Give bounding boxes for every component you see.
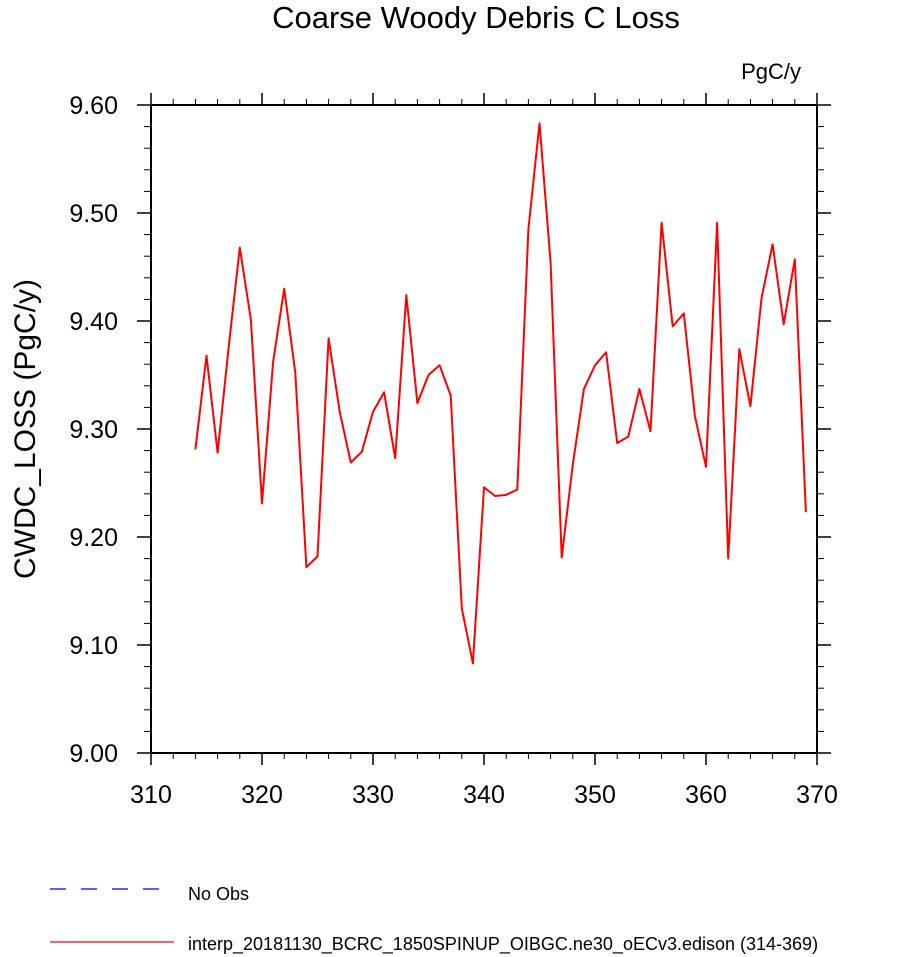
y-tick-label: 9.50 bbox=[69, 200, 118, 228]
legend: No Obs interp_20181130_BCRC_1850SPINUP_O… bbox=[50, 884, 818, 955]
x-tick-label: 360 bbox=[685, 781, 727, 809]
x-tick-label: 320 bbox=[241, 781, 283, 809]
y-tick-label: 9.10 bbox=[69, 632, 118, 660]
chart-title: Coarse Woody Debris C Loss bbox=[272, 0, 680, 35]
series-line bbox=[194, 122, 807, 665]
plot-frame bbox=[150, 104, 818, 754]
y-tick-label: 9.40 bbox=[69, 308, 118, 336]
x-tick-label: 310 bbox=[130, 781, 172, 809]
units-label: PgC/y bbox=[741, 59, 801, 84]
x-tick-label: 370 bbox=[796, 781, 838, 809]
y-tick-label: 9.60 bbox=[69, 92, 118, 120]
y-tick-label: 9.30 bbox=[69, 416, 118, 444]
x-tick-label: 330 bbox=[352, 781, 394, 809]
y-tick-label: 9.20 bbox=[69, 524, 118, 552]
series-layer bbox=[194, 122, 807, 665]
y-axis-label: CWDC_LOSS (PgC/y) bbox=[9, 279, 42, 579]
y-axis-ticks: 9.00 9.10 9.20 9.30 9.40 9.50 9.60 bbox=[69, 92, 831, 768]
x-axis-ticks: 310 320 330 340 350 360 370 bbox=[130, 93, 838, 809]
legend-label-no-obs: No Obs bbox=[188, 884, 249, 904]
legend-label-model: interp_20181130_BCRC_1850SPINUP_OIBGC.ne… bbox=[188, 934, 818, 955]
x-tick-label: 350 bbox=[574, 781, 616, 809]
y-tick-label: 9.00 bbox=[69, 740, 118, 768]
x-tick-label: 340 bbox=[463, 781, 505, 809]
